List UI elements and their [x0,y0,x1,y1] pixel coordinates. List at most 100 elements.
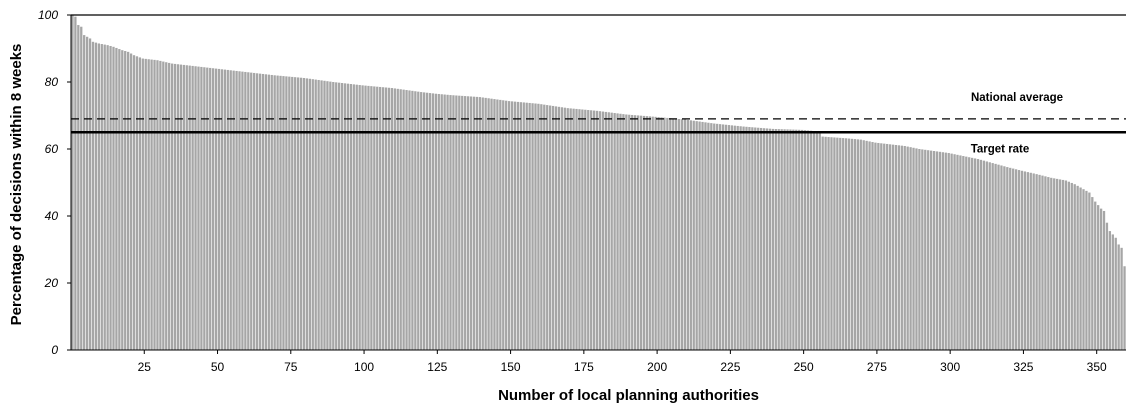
bar [159,60,162,350]
bar [464,96,467,350]
bar [499,99,502,350]
bar [557,106,561,350]
bar [628,114,631,350]
x-tick-label: 200 [647,360,667,374]
axes-layer [67,14,1126,354]
bar [1070,182,1073,350]
bar [118,49,121,351]
bar [273,75,276,351]
x-tick-label: 275 [867,360,887,374]
bar [1017,170,1021,350]
bar [847,138,851,350]
x-axis-title: Number of local planning authorities [498,387,759,404]
bar [71,15,74,350]
y-tick-label: 40 [45,209,59,223]
bar [739,126,742,350]
bar [762,128,766,350]
bar [581,109,584,350]
bar [340,83,344,350]
bar [431,93,435,350]
y-tick-label: 80 [45,75,59,89]
bar [223,69,226,350]
bar [299,77,303,351]
bar [282,76,285,350]
bar [774,129,777,350]
bar [727,125,731,350]
bar [897,145,901,350]
bar [929,150,933,350]
bar [83,35,86,350]
bar [88,38,92,350]
bar [815,131,818,350]
bar [724,124,728,350]
bar [971,157,974,350]
bar [601,111,605,350]
bar [1050,177,1053,350]
bar [880,143,883,350]
bar [944,152,947,350]
bar [332,82,335,350]
bar [338,82,341,351]
bar [563,107,566,350]
bar [1000,165,1003,350]
bar [1023,171,1027,350]
bar [229,70,232,350]
national-average-label: National average [971,92,1063,104]
bar [877,142,880,350]
bar [1073,184,1076,350]
bar [80,26,83,350]
bar [434,93,437,350]
bar [217,68,221,351]
bar [795,129,798,350]
bar [449,95,452,350]
bar [179,64,183,350]
bar [129,53,133,351]
bar [408,90,411,350]
y-tick-label: 20 [44,276,59,290]
bar [387,87,391,350]
bar [953,154,956,350]
bar [1047,177,1050,350]
target-rate-label: Target rate [971,143,1030,155]
bar [903,145,906,350]
bar [921,149,924,350]
bar [695,121,698,350]
bar [1041,175,1044,350]
bar [569,108,572,351]
bar [522,102,525,351]
bar [645,116,648,350]
bar [376,86,379,350]
bar [261,73,265,351]
bar [1120,247,1123,350]
bar [528,102,531,350]
bar [704,122,707,350]
bar [900,145,903,350]
bar [798,129,801,350]
y-tick-label: 60 [45,142,59,156]
bar [891,144,895,350]
bar [619,113,622,350]
bar [598,111,602,351]
bar [311,79,314,350]
bar [979,159,983,350]
bar [962,156,965,350]
bar [244,71,247,350]
bar [721,124,725,350]
bar [909,147,912,350]
bar [633,115,637,350]
bar [255,73,259,350]
bar [443,94,446,350]
bar [932,151,936,350]
bar [525,102,528,350]
bar [147,59,150,350]
bar [1053,178,1056,350]
bar [973,158,977,350]
bar [487,98,490,350]
bar [308,78,311,350]
bar [1032,173,1035,350]
bar [364,85,367,351]
bar [701,121,704,351]
labels-layer: 0 20 40 60 80 100 25 50 75 100 125 150 175 200 225 250 2… [8,8,1107,404]
bar [1020,170,1024,350]
bar [469,96,473,350]
